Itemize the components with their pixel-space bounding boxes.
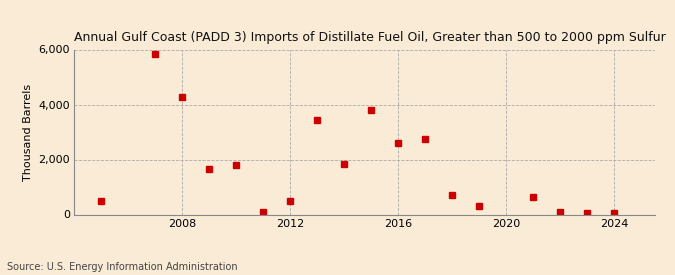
- Y-axis label: Thousand Barrels: Thousand Barrels: [23, 83, 33, 181]
- Text: Source: U.S. Energy Information Administration: Source: U.S. Energy Information Administ…: [7, 262, 238, 272]
- Text: Annual Gulf Coast (PADD 3) Imports of Distillate Fuel Oil, Greater than 500 to 2: Annual Gulf Coast (PADD 3) Imports of Di…: [74, 31, 666, 44]
